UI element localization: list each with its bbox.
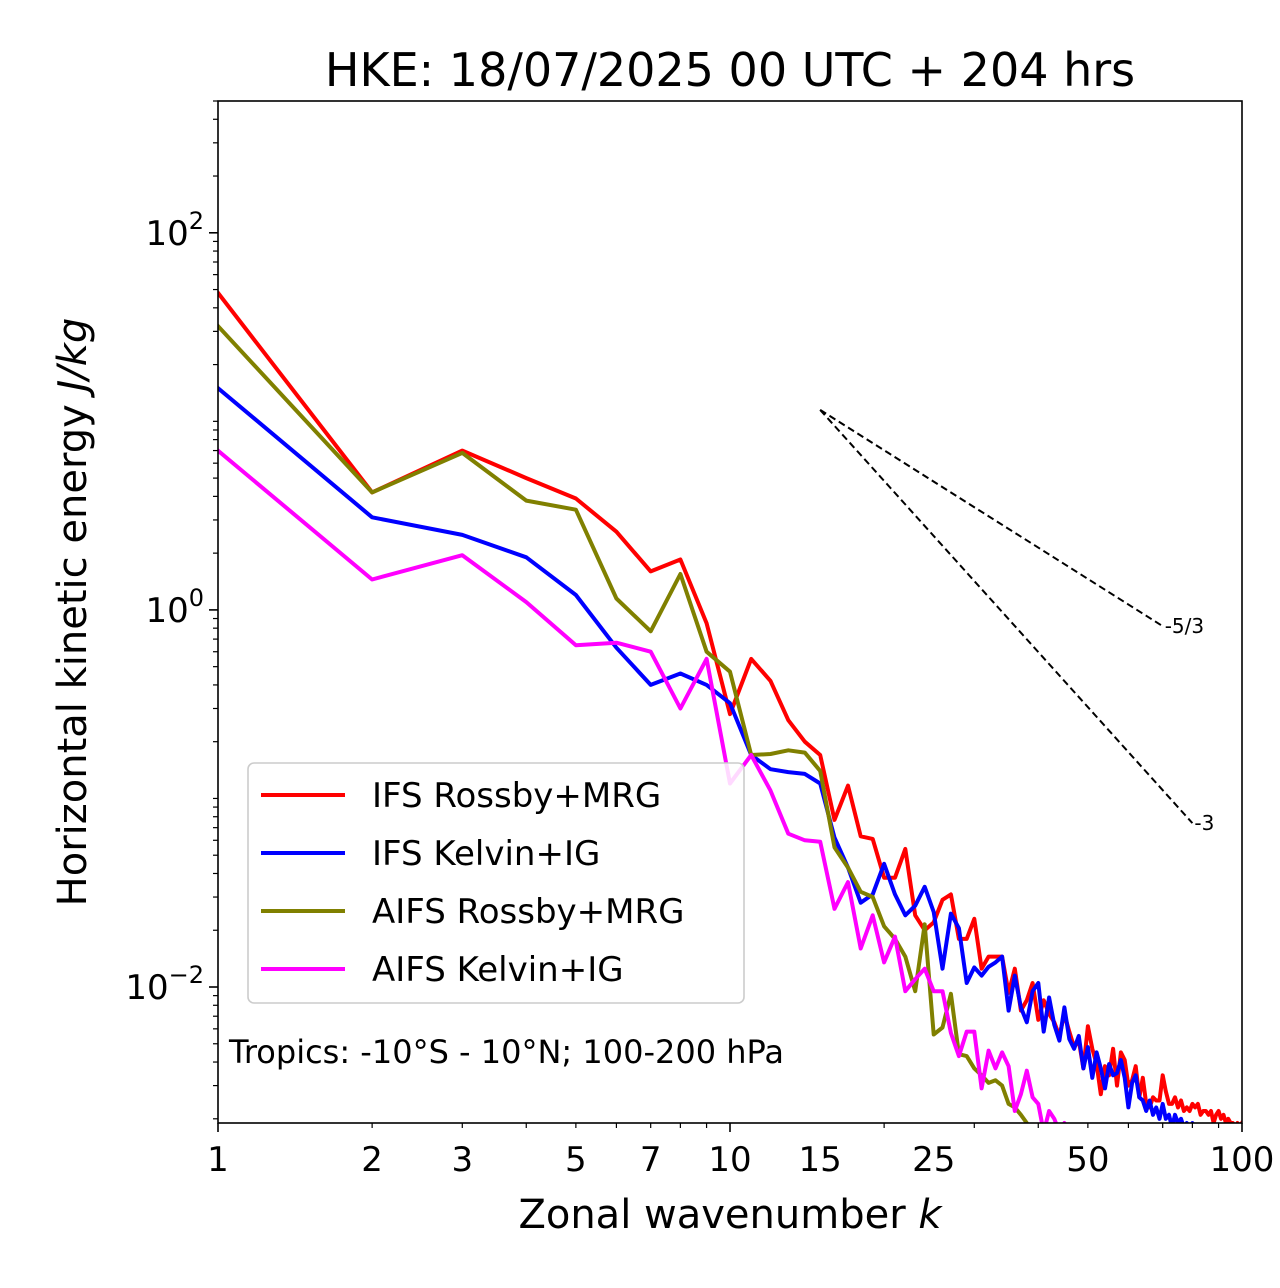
legend-label: IFS Kelvin+IG: [372, 834, 600, 874]
region-annotation: Tropics: -10°S - 10°N; 100-200 hPa: [228, 1033, 784, 1071]
series-layer: [218, 290, 1242, 1123]
x-tick-label: 100: [1210, 1140, 1275, 1180]
x-tick-label: 25: [912, 1140, 955, 1180]
y-tick-label: 102: [145, 207, 204, 254]
legend-item-ifs-kelvin-ig: IFS Kelvin+IG: [261, 834, 600, 874]
x-axis-label: Zonal wavenumber k: [518, 1192, 943, 1238]
slope-line-3: [819, 409, 1194, 824]
x-tick-label: 7: [640, 1140, 662, 1180]
legend-label: AIFS Rossby+MRG: [372, 892, 684, 932]
x-tick-label: 15: [799, 1140, 842, 1180]
x-tick-label: 5: [565, 1140, 587, 1180]
x-tick-label: 50: [1066, 1140, 1109, 1180]
chart-title: HKE: 18/07/2025 00 UTC + 204 hrs: [325, 43, 1135, 97]
x-tick-label: 1: [207, 1140, 229, 1180]
legend-item-aifs-kelvin-ig: AIFS Kelvin+IG: [261, 950, 624, 990]
reference-slopes: -5/3 -3: [819, 409, 1214, 835]
x-tick-label: 10: [708, 1140, 751, 1180]
slope-label-3: -3: [1194, 811, 1214, 835]
series-line-ifs-kelvin-ig: [218, 385, 1195, 1123]
y-tick-label: 100: [145, 584, 204, 631]
legend-item-ifs-rossby-mrg: IFS Rossby+MRG: [261, 776, 661, 816]
slope-line-5-3: [819, 409, 1164, 627]
legend-box: [247, 762, 745, 1004]
axis-ticks: 1 2 3 5 7 10 15 25 50 100 102 100 10−2: [125, 100, 1275, 1180]
y-axis-label: Horizontal kinetic energy J/kg: [50, 318, 96, 907]
legend-label: IFS Rossby+MRG: [372, 776, 661, 816]
slope-label-5-3: -5/3: [1165, 614, 1204, 638]
x-tick-label: 2: [361, 1140, 383, 1180]
series-line-ifs-rossby-mrg: [218, 290, 1242, 1123]
x-tick-label: 3: [451, 1140, 473, 1180]
legend: IFS Rossby+MRG IFS Kelvin+IG AIFS Rossby+M…: [247, 762, 745, 1004]
y-tick-label: 10−2: [125, 961, 204, 1008]
plot-frame: [217, 100, 1243, 1124]
legend-label: AIFS Kelvin+IG: [372, 950, 624, 990]
series-line-aifs-kelvin-ig: [218, 447, 1067, 1123]
legend-item-aifs-rossby-mrg: AIFS Rossby+MRG: [261, 892, 684, 932]
